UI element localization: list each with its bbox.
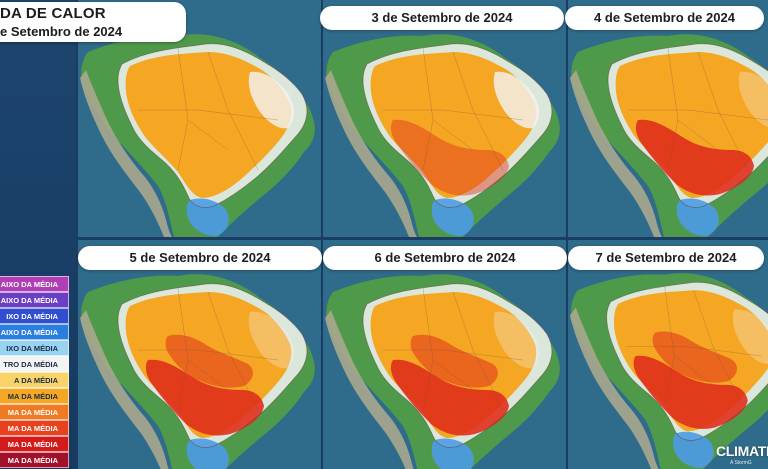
brazil-map	[323, 0, 566, 237]
map-panel-5	[323, 240, 566, 469]
legend-item: AIXO DA MÉDIA	[0, 276, 69, 292]
legend-item: MA DA MÉDIA	[0, 388, 69, 404]
date-label-panel-5: 6 de Setembro de 2024	[323, 246, 567, 270]
legend-item: MA DA MÉDIA	[0, 404, 69, 420]
brazil-map	[568, 240, 768, 469]
map-panel-2	[323, 0, 566, 237]
map-panel-6	[568, 240, 768, 469]
legend-item: A DA MÉDIA	[0, 372, 69, 388]
page-subtitle: e Setembro de 2024	[0, 24, 123, 39]
map-panel-3	[568, 0, 768, 237]
date-label-panel-3: 4 de Setembro de 2024	[565, 6, 764, 30]
map-panel-4	[78, 240, 321, 469]
brand-watermark: CLIMATE	[716, 443, 768, 459]
legend-item: IXO DA MÉDIA	[0, 340, 69, 356]
date-label-panel-4: 5 de Setembro de 2024	[78, 246, 322, 270]
date-label-panel-6: 7 de Setembro de 2024	[568, 246, 764, 270]
legend-item: MA DA MÉDIA	[0, 420, 69, 436]
legend-item: IXO DA MÉDIA	[0, 308, 69, 324]
brazil-map	[568, 0, 768, 237]
brand-watermark-sub: A StormG	[730, 460, 752, 466]
page-title: DA DE CALOR	[0, 5, 106, 22]
date-label-panel-2: 3 de Setembro de 2024	[320, 6, 564, 30]
brazil-map	[78, 240, 321, 469]
color-legend: AIXO DA MÉDIA AIXO DA MÉDIA IXO DA MÉDIA AI…	[0, 276, 69, 468]
legend-item: AIXO DA MÉDIA	[0, 324, 69, 340]
legend-item: MA DA MÉDIA	[0, 436, 69, 452]
brazil-map	[323, 240, 566, 469]
legend-item: TRO DA MÉDIA	[0, 356, 69, 372]
legend-item: AIXO DA MÉDIA	[0, 292, 69, 308]
legend-item: MA DA MÉDIA	[0, 452, 69, 468]
map-panel-1	[78, 0, 321, 237]
title-card: DA DE CALOR e Setembro de 2024	[0, 2, 186, 42]
